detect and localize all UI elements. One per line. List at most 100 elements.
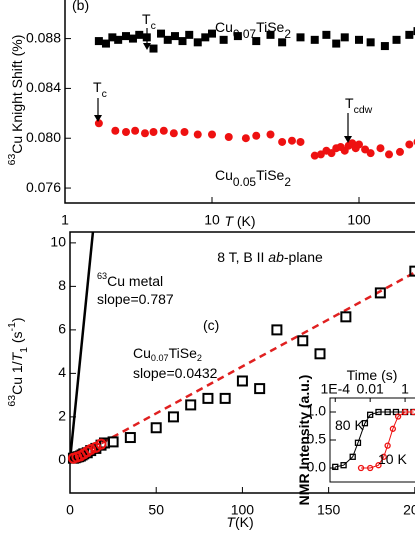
x-tick-label: 10 bbox=[204, 212, 220, 228]
data-point bbox=[207, 130, 216, 139]
data-point bbox=[380, 42, 389, 51]
y-axis-label-part: NMR Intensity (a.u.) bbox=[296, 375, 312, 506]
data-point bbox=[367, 464, 374, 472]
annotation-part: c bbox=[151, 20, 156, 32]
y-tick-label: 1.0 bbox=[307, 403, 327, 419]
data-point bbox=[131, 126, 140, 135]
data-point bbox=[169, 129, 178, 138]
annotation-part: 63 bbox=[97, 271, 107, 281]
data-point bbox=[310, 35, 319, 44]
x-tick-label: 100 bbox=[231, 502, 255, 518]
data-point bbox=[149, 44, 158, 53]
data-point bbox=[394, 413, 402, 420]
data-point bbox=[252, 37, 261, 46]
data-point bbox=[384, 442, 391, 449]
data-point bbox=[135, 30, 144, 39]
y-axis-label-part: Cu Knight Shift (%) bbox=[9, 35, 25, 154]
annotation: Tc bbox=[142, 11, 156, 32]
data-point bbox=[180, 128, 189, 137]
annotation-part: slope=0.0432 bbox=[133, 365, 218, 381]
annotation-part: 0.07 bbox=[151, 353, 169, 363]
x-axis-label: T(K) bbox=[226, 514, 253, 530]
series-label-part: TiSe bbox=[256, 19, 284, 35]
arrow-head bbox=[94, 115, 102, 122]
annotation-part: T bbox=[93, 79, 102, 95]
y-axis-label-part: 1 bbox=[18, 347, 30, 353]
annotation-part: -plane bbox=[284, 249, 323, 265]
y-tick-label: 10 bbox=[50, 234, 66, 250]
data-point bbox=[241, 134, 250, 143]
data-point bbox=[354, 140, 363, 149]
y-tick-label: 0.0 bbox=[307, 459, 327, 475]
data-point bbox=[349, 453, 356, 460]
x-axis-label-part: T bbox=[224, 213, 234, 229]
data-point bbox=[322, 30, 331, 39]
y-tick-label: 0.5 bbox=[307, 431, 327, 447]
y-axis-label-part: (s bbox=[9, 331, 25, 347]
data-point bbox=[224, 132, 233, 141]
series-label-part: TiSe bbox=[256, 167, 284, 183]
data-point bbox=[185, 399, 197, 411]
data-point bbox=[297, 335, 309, 347]
y-axis-label-part: T bbox=[9, 351, 25, 361]
x-axis-label-part: (K) bbox=[235, 514, 254, 530]
y-tick-label: 0.080 bbox=[26, 129, 61, 145]
x-axis-label-part: T bbox=[226, 514, 236, 530]
data-point bbox=[340, 462, 347, 469]
y-tick-label: 0.084 bbox=[26, 79, 61, 95]
y-axis-label-part: Cu 1/ bbox=[9, 361, 25, 395]
y-tick-label: 2 bbox=[58, 408, 66, 424]
x-axis-label-part: (K) bbox=[233, 213, 256, 229]
x-tick-label: 200 bbox=[403, 502, 415, 518]
data-point bbox=[254, 383, 266, 395]
annotation-part: 2 bbox=[197, 353, 202, 363]
annotation-part: Cu bbox=[133, 345, 151, 361]
annotation-part: T bbox=[142, 11, 151, 27]
annotation-part: 8 T, B II bbox=[217, 249, 268, 265]
x-tick-label: 1E-4 bbox=[320, 381, 350, 397]
data-point bbox=[405, 140, 414, 149]
series-label: 80 K bbox=[335, 417, 364, 433]
annotation: 8 T, B II ab-plane bbox=[217, 249, 323, 265]
x-tick-label: 1 bbox=[401, 381, 409, 397]
y-axis-label: 63Cu 1/T1 (s-1) bbox=[6, 317, 30, 406]
y-tick-label: 0.088 bbox=[26, 29, 61, 45]
data-point bbox=[389, 425, 397, 432]
annotation: Tc bbox=[93, 79, 107, 100]
data-point bbox=[314, 348, 326, 360]
data-point bbox=[111, 126, 120, 135]
panel-label: (c) bbox=[203, 317, 219, 333]
data-point bbox=[114, 35, 123, 44]
annotation: 63Cu metal bbox=[97, 271, 163, 288]
fit-line bbox=[69, 270, 415, 462]
data-point bbox=[384, 408, 391, 416]
y-axis-label-part: ) bbox=[9, 317, 25, 322]
data-point bbox=[107, 436, 119, 448]
data-point bbox=[140, 129, 149, 138]
data-point bbox=[367, 411, 374, 418]
data-point bbox=[327, 149, 336, 158]
data-point bbox=[193, 38, 202, 47]
data-point bbox=[122, 128, 131, 137]
x-axis-label: T (K) bbox=[224, 213, 255, 229]
data-point bbox=[410, 408, 415, 416]
x-axis-label: Time (s) bbox=[347, 367, 398, 383]
annotation-part: ab bbox=[268, 249, 284, 265]
data-point bbox=[266, 30, 275, 39]
x-tick-label: 100 bbox=[347, 212, 371, 228]
data-point bbox=[366, 38, 375, 47]
data-point bbox=[157, 29, 166, 38]
data-point bbox=[193, 130, 202, 139]
data-point bbox=[178, 37, 187, 46]
data-point bbox=[405, 30, 414, 39]
y-axis-label-part: 63 bbox=[6, 395, 18, 407]
data-point bbox=[380, 453, 387, 460]
data-point bbox=[401, 408, 409, 416]
data-point bbox=[201, 33, 210, 42]
series-label-part: 80 K bbox=[335, 417, 364, 433]
annotation: slope=0.787 bbox=[97, 291, 174, 307]
data-point bbox=[278, 137, 287, 146]
data-point bbox=[357, 464, 365, 472]
data-point bbox=[170, 32, 179, 41]
x-axis-label-part: Time (s) bbox=[347, 367, 398, 383]
